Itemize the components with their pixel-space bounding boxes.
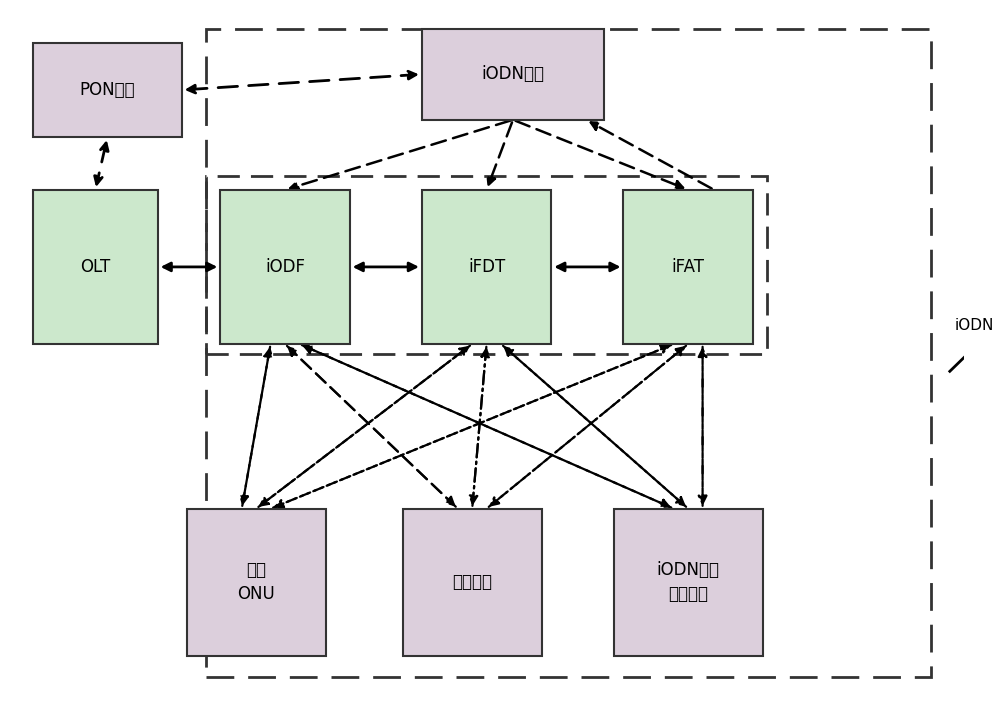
Text: iODN网管: iODN网管 (481, 65, 544, 83)
Text: iODN: iODN (955, 318, 994, 333)
Text: OLT: OLT (80, 258, 110, 276)
Text: iODN设备
施工工具: iODN设备 施工工具 (657, 562, 720, 603)
Bar (206, 28, 931, 677)
FancyBboxPatch shape (33, 43, 182, 138)
Text: iODF: iODF (265, 258, 305, 276)
FancyBboxPatch shape (422, 28, 604, 120)
Text: 电子标签: 电子标签 (452, 573, 492, 591)
Text: 手持
ONU: 手持 ONU (237, 562, 275, 603)
FancyBboxPatch shape (614, 508, 763, 656)
Text: iFDT: iFDT (468, 258, 505, 276)
FancyBboxPatch shape (33, 190, 158, 344)
Text: PON网管: PON网管 (80, 81, 135, 99)
FancyBboxPatch shape (187, 508, 326, 656)
FancyBboxPatch shape (623, 190, 753, 344)
Bar (206, 176, 767, 354)
FancyBboxPatch shape (220, 190, 350, 344)
Text: iFAT: iFAT (672, 258, 705, 276)
FancyBboxPatch shape (403, 508, 542, 656)
FancyBboxPatch shape (422, 190, 551, 344)
